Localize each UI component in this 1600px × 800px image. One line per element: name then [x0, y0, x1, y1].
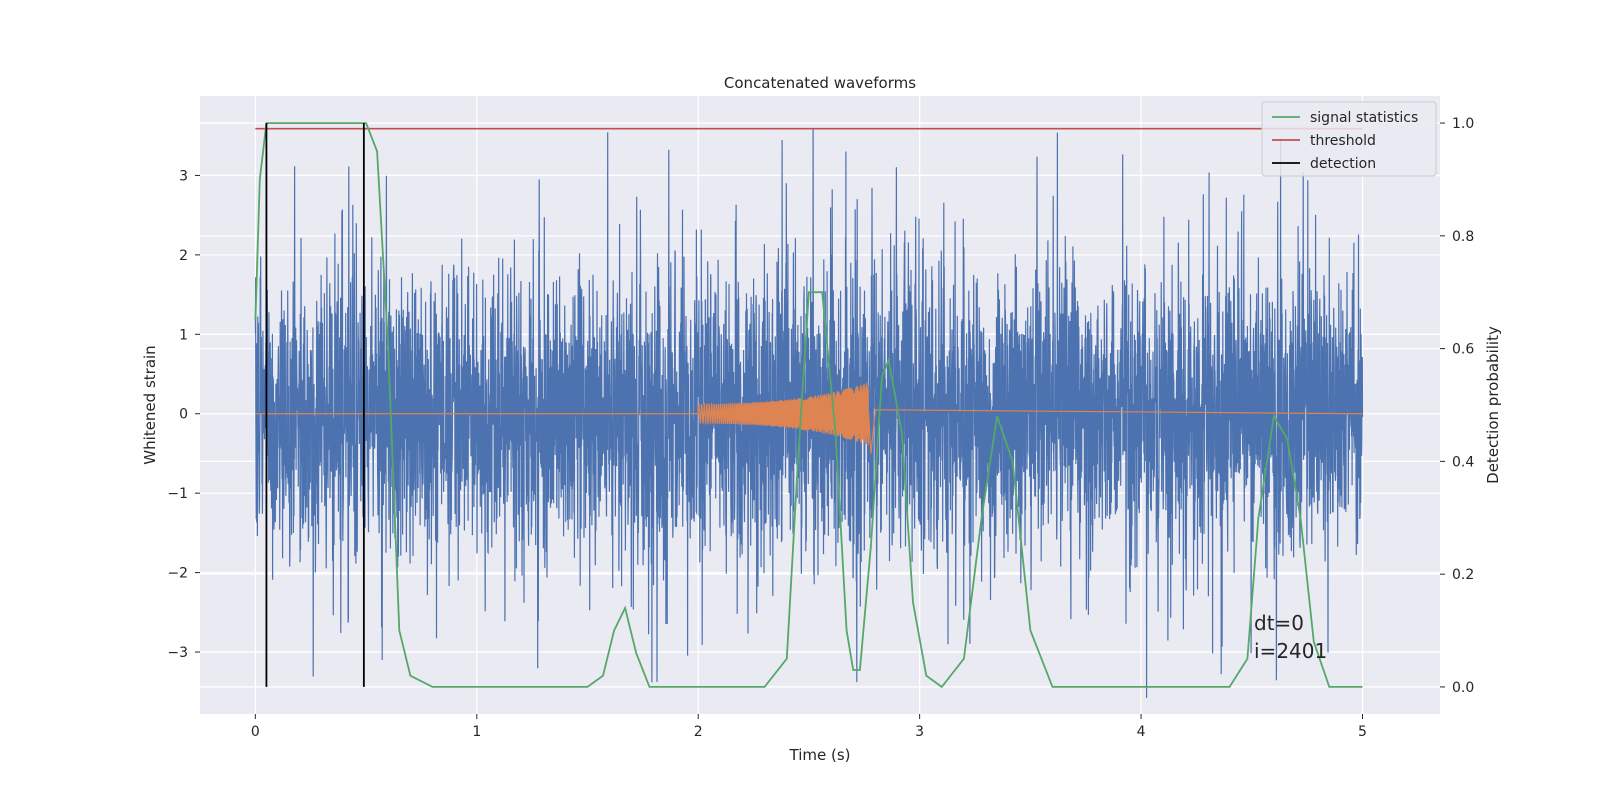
x-tick-label-5: 5	[1358, 724, 1367, 740]
chart-title: Concatenated waveforms	[724, 74, 916, 92]
legend-box	[1261, 101, 1437, 177]
x-axis-ticks: 0 1 2 3 4 5	[251, 714, 1367, 740]
y-left-tick-label-6: 3	[179, 168, 188, 184]
x-tick-label-4: 4	[1137, 724, 1146, 740]
y-left-axis-label: Whitened strain	[141, 345, 159, 464]
y-left-tick-label-5: 2	[179, 248, 188, 264]
injected-waveform-series	[255, 382, 1363, 454]
detection-series	[265, 123, 365, 687]
legend-label-threshold: threshold	[1310, 133, 1376, 149]
x-axis-label: Time (s)	[789, 746, 851, 764]
y-right-tick-label-2: 0.4	[1452, 454, 1474, 470]
y-right-axis-ticks: 0.0 0.2 0.4 0.6 0.8 1.0	[1440, 116, 1474, 696]
y-left-tick-label-1: −2	[167, 566, 188, 582]
y-left-tick-label-0: −3	[167, 645, 188, 661]
y-left-tick-label-4: 1	[179, 327, 188, 343]
legend-label-detection: detection	[1310, 156, 1376, 172]
annotation-index: i=2401	[1254, 639, 1327, 663]
y-right-axis-label: Detection probability	[1484, 326, 1502, 484]
y-left-axis-ticks: −3 −2 −1 0 1 2 3	[167, 168, 200, 661]
x-tick-label-1: 1	[472, 724, 481, 740]
legend-label-signal-statistics: signal statistics	[1310, 110, 1418, 126]
x-tick-label-0: 0	[251, 724, 260, 740]
y-right-tick-label-3: 0.6	[1452, 342, 1474, 358]
y-right-tick-label-0: 0.0	[1452, 680, 1474, 696]
x-tick-label-2: 2	[694, 724, 703, 740]
legend: signal statistics threshold detection	[1261, 101, 1437, 177]
signal-statistics-series	[254, 122, 1363, 689]
x-tick-label-3: 3	[915, 724, 924, 740]
annotation-dt: dt=0	[1254, 611, 1304, 635]
y-left-tick-label-3: 0	[179, 407, 188, 423]
y-right-tick-label-5: 1.0	[1452, 116, 1474, 132]
y-right-tick-label-1: 0.2	[1452, 567, 1474, 583]
y-right-tick-label-4: 0.8	[1452, 229, 1474, 245]
y-left-tick-label-2: −1	[167, 486, 188, 502]
